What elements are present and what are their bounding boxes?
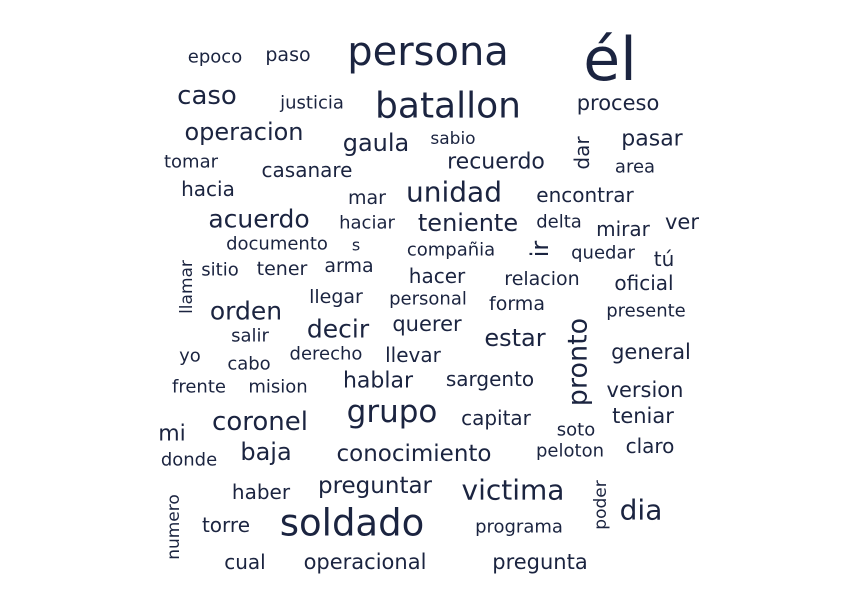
word-71: frente [172,377,226,398]
word-18: ir [526,241,554,258]
word-52: paso [265,44,310,66]
word-61: quedar [571,243,635,264]
word-34: dar [570,136,594,170]
word-30: ver [665,210,699,234]
word-76: haciar [339,213,395,234]
word-9: caso [177,81,237,111]
word-75: programa [475,517,563,538]
word-47: encontrar [536,183,634,207]
word-24: mi [158,422,186,447]
word-7: dia [620,494,663,527]
word-53: tener [257,258,308,280]
word-40: llevar [385,343,442,367]
word-29: teniar [612,404,674,428]
word-17: gaula [343,129,410,157]
word-13: acuerdo [208,205,309,234]
word-57: epoco [188,47,242,68]
word-42: casanare [262,158,353,182]
word-74: peloton [536,441,604,462]
word-55: llegar [309,286,363,308]
word-27: general [611,340,691,364]
word-5: victima [462,474,565,507]
word-28: version [607,378,684,402]
word-19: estar [484,324,545,352]
word-4: grupo [347,394,438,430]
word-33: pregunta [492,550,587,574]
word-2: soldado [280,502,424,545]
word-41: mirar [596,217,651,241]
word-20: conocimiento [336,441,491,467]
word-65: sitio [201,260,238,281]
word-3: batallon [375,86,521,127]
word-62: compañia [407,240,495,261]
word-12: decir [307,315,370,344]
word-66: salir [231,326,269,347]
word-54: arma [324,255,373,277]
word-64: presente [606,301,686,322]
word-39: sargento [446,367,534,391]
word-63: personal [389,289,467,310]
word-32: operacional [304,550,427,574]
word-79: llamar [177,260,197,314]
word-8: pronto [563,318,594,406]
word-0: él [583,25,637,95]
word-70: mision [248,377,307,398]
word-77: documento [226,234,328,255]
word-22: hablar [343,369,414,394]
word-21: preguntar [318,473,433,499]
word-48: claro [626,434,675,458]
word-46: capitar [461,406,532,430]
word-59: area [615,157,655,178]
word-1: persona [347,29,509,75]
word-26: proceso [577,91,660,115]
word-82: s [352,236,360,255]
word-78: sabio [430,129,475,149]
word-50: forma [489,293,545,315]
word-6: unidad [406,176,502,209]
word-38: haber [232,480,291,504]
word-69: derecho [290,344,363,365]
word-10: coronel [212,407,308,437]
word-68: cabo [227,354,270,375]
word-35: oficial [614,271,673,295]
word-16: teniente [418,209,518,237]
word-43: hacia [181,177,235,201]
word-51: mar [348,187,386,209]
word-23: recuerdo [447,150,545,175]
word-45: torre [202,513,250,537]
word-44: hacer [409,264,466,288]
word-56: justicia [279,93,344,114]
word-73: soto [557,420,595,441]
word-37: cual [224,550,265,574]
word-25: pasar [621,127,683,152]
word-31: querer [392,312,462,336]
word-11: orden [210,297,282,326]
word-81: poder [591,480,611,529]
word-80: numero [164,494,184,560]
word-36: tú [654,247,675,271]
word-58: tomar [164,152,219,173]
word-67: yo [179,346,201,367]
word-14: operacion [184,118,303,146]
word-49: relacion [504,268,579,290]
word-60: delta [536,212,582,233]
word-72: donde [161,450,217,471]
word-15: baja [240,438,291,466]
